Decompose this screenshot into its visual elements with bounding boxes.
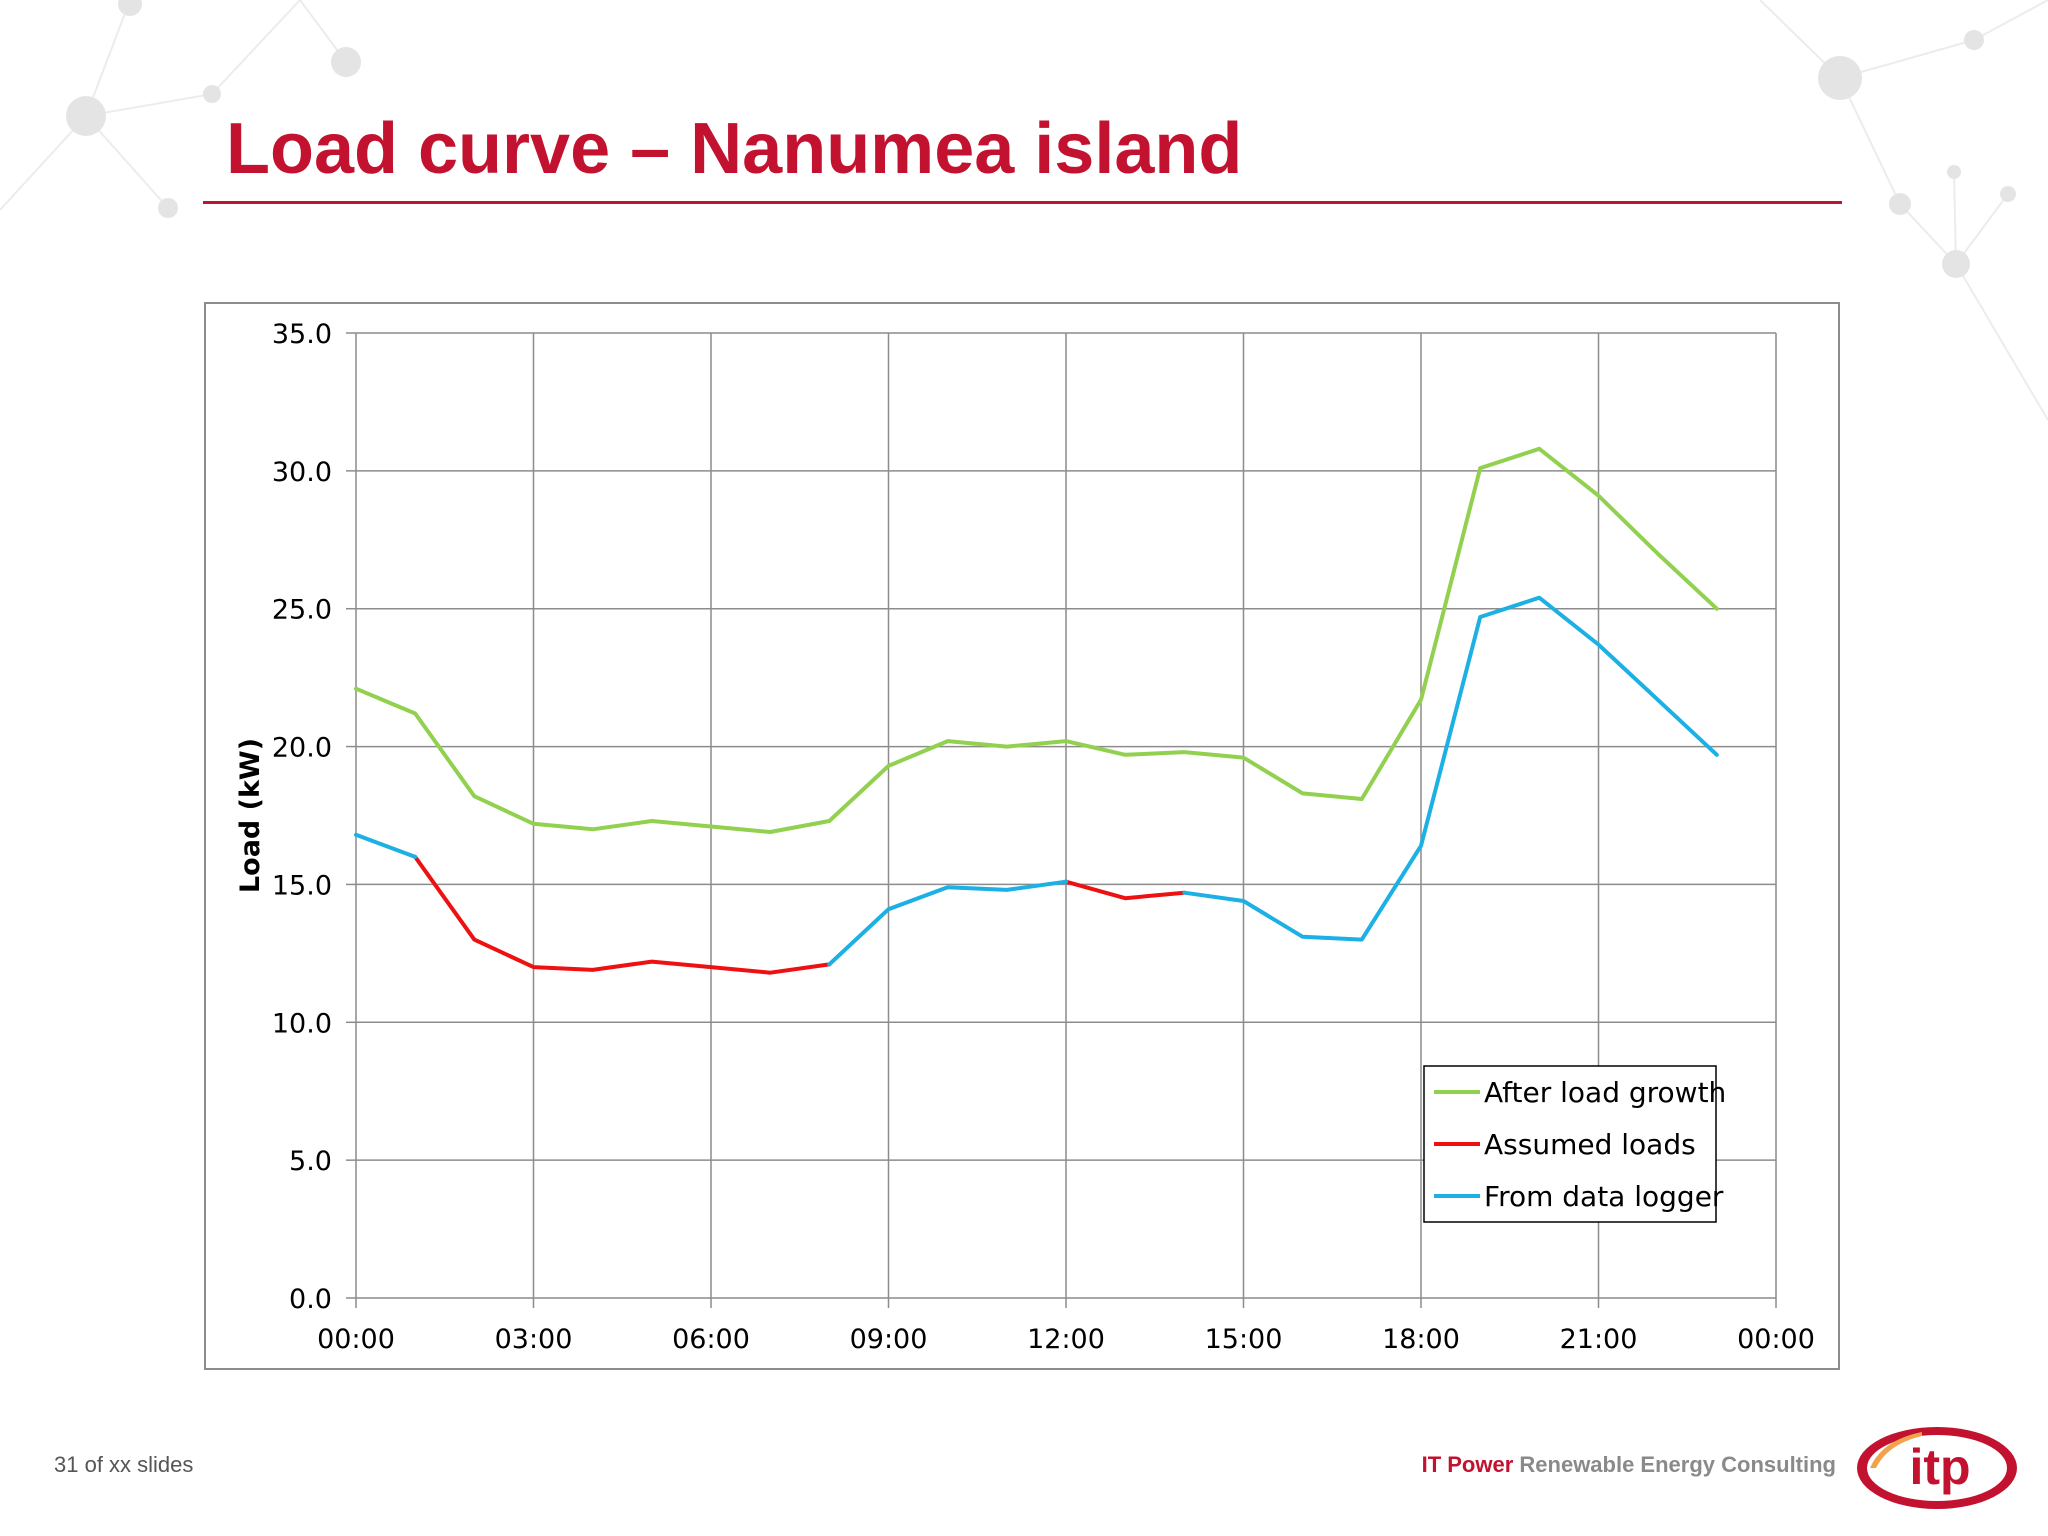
y-tick-label: 35.0 [272,319,332,350]
series-line [413,854,1187,975]
series-line [354,446,1719,834]
series-segment [827,879,1068,967]
legend: After load growth Assumed loads From data … [1423,1065,1726,1223]
legend-label: Assumed loads [1484,1128,1696,1161]
footer-tagline: Renewable Energy Consulting [1513,1452,1836,1477]
x-tick-label: 15:00 [1205,1324,1283,1355]
x-tick-label: 03:00 [495,1324,573,1355]
x-tick-label: 00:00 [317,1324,395,1355]
y-axis-label: Load (kW) [235,738,266,893]
legend-label: From data logger [1484,1180,1724,1213]
y-tick-label: 5.0 [289,1146,332,1177]
x-tick-label: 12:00 [1027,1324,1105,1355]
series-segment [354,446,1719,834]
legend-label: After load growth [1484,1076,1726,1109]
series-segment [354,832,418,859]
x-tick-label: 00:00 [1737,1324,1815,1355]
y-tick-label: 25.0 [272,595,332,626]
y-tick-label: 20.0 [272,733,332,764]
load-curve-chart: 0.0 5.0 10.0 15.0 20.0 25.0 30.0 35.0 00:00 03:00… [235,319,1815,1355]
footer-brand: IT Power [1421,1452,1514,1477]
y-tick-label: 30.0 [272,457,332,488]
logo-text: itp [1909,1439,1970,1495]
y-tick-label: 10.0 [272,1008,332,1039]
y-tick-label: 0.0 [289,1284,332,1315]
y-tick-label: 15.0 [272,870,332,901]
itp-logo: itp [1857,1427,2017,1509]
title-underline [203,201,1842,204]
series-segment [1064,879,1187,901]
x-tick-label: 18:00 [1382,1324,1460,1355]
series-segment [413,854,832,975]
series-line [354,595,1719,967]
footer-company: IT Power Renewable Energy Consulting [1422,1452,1836,1478]
x-tick-label: 06:00 [672,1324,750,1355]
slide-title: Load curve – Nanumea island [226,109,1243,189]
slide-number: 31 of xx slides [54,1452,194,1477]
x-tick-label: 21:00 [1560,1324,1638,1355]
x-tick-label: 09:00 [850,1324,928,1355]
series-segment [1182,595,1719,942]
